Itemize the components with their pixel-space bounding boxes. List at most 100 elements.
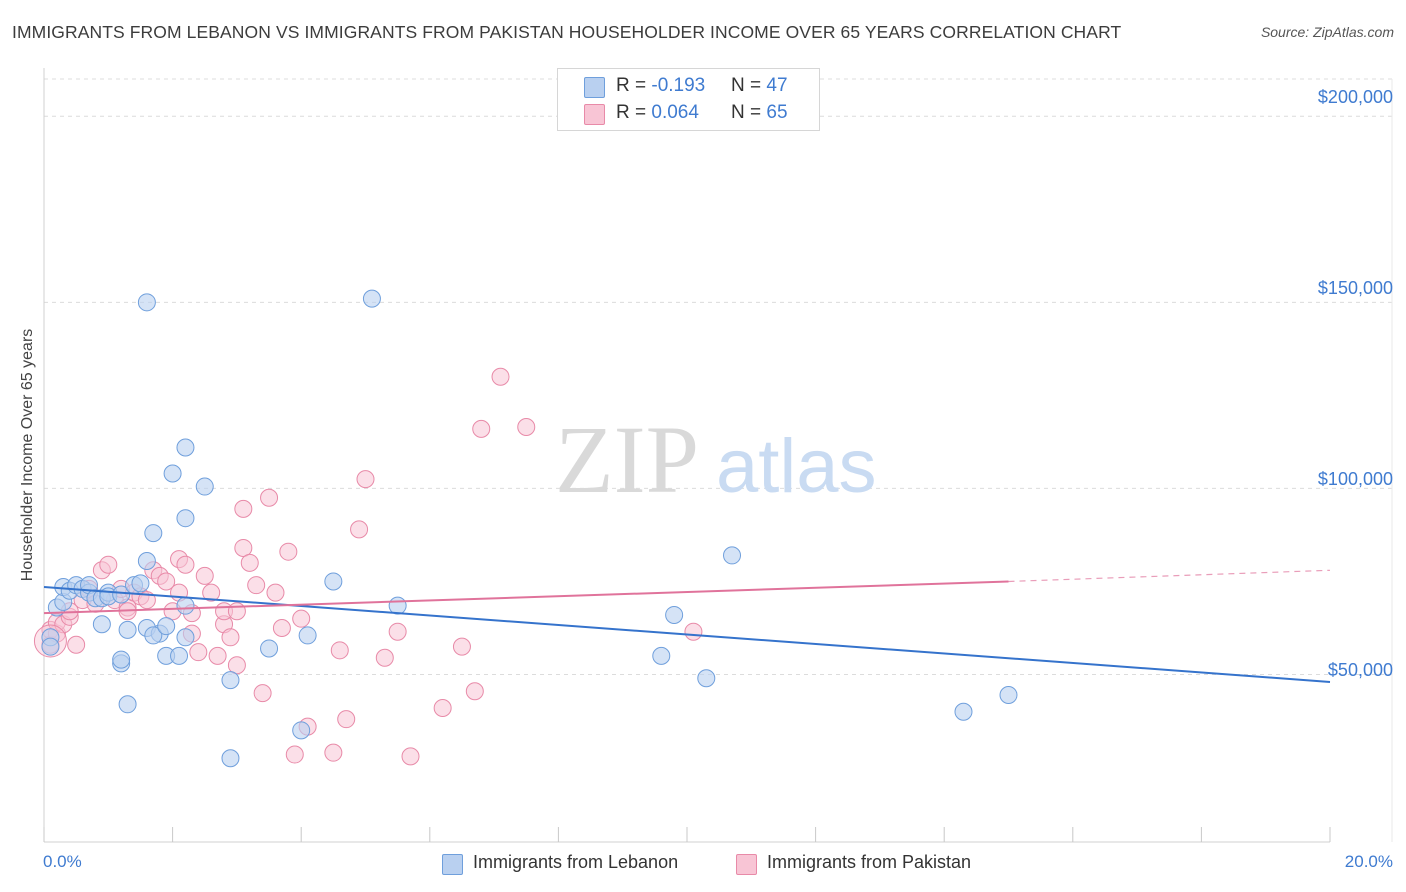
lebanon-point <box>665 605 684 624</box>
x-axis-min-label: 0.0% <box>43 852 82 871</box>
pakistan-swatch <box>584 104 605 125</box>
pakistan-point <box>388 622 407 641</box>
lebanon-point <box>954 702 973 721</box>
lebanon-point <box>195 477 214 496</box>
pakistan-point <box>292 609 311 628</box>
pakistan-point <box>465 682 484 701</box>
y-tick-label: $50,000 <box>1327 660 1393 680</box>
pakistan-point <box>202 583 221 602</box>
pakistan-point <box>350 520 369 539</box>
lebanon-point <box>652 646 671 665</box>
lebanon-trend-line <box>43 586 1331 683</box>
pakistan-point <box>337 710 356 729</box>
lebanon-point <box>144 524 163 543</box>
n-label: N = <box>731 75 767 96</box>
r-value: 0.064 <box>651 102 699 123</box>
lebanon-point <box>41 637 60 656</box>
pakistan-point <box>234 499 253 518</box>
n-value: 65 <box>766 102 788 123</box>
lebanon-point <box>163 464 182 483</box>
watermark-atlas: atlas <box>716 424 877 509</box>
lebanon-point <box>112 650 131 669</box>
lebanon-point <box>999 685 1018 704</box>
lebanon-point <box>176 596 195 615</box>
pakistan-point <box>234 538 253 557</box>
lebanon-point <box>118 620 137 639</box>
pakistan-point <box>227 602 246 621</box>
pakistan-legend-swatch <box>736 854 757 875</box>
pakistan-point <box>266 583 285 602</box>
lebanon-point <box>362 289 381 308</box>
pakistan-point <box>272 618 291 637</box>
pakistan-point <box>684 622 703 641</box>
lebanon-point <box>137 551 156 570</box>
y-tick-label: $200,000 <box>1317 87 1393 107</box>
pakistan-point <box>253 684 272 703</box>
pakistan-point <box>157 572 176 591</box>
axes <box>43 68 1393 843</box>
pakistan-point <box>433 699 452 718</box>
pakistan-point <box>356 470 375 489</box>
pakistan-trend-line <box>43 580 1009 615</box>
lebanon-point <box>144 626 163 645</box>
lebanon-point <box>118 695 137 714</box>
lebanon-point <box>131 574 150 593</box>
pakistan-point <box>330 641 349 660</box>
x-axis-max-label: 20.0% <box>1344 852 1393 871</box>
pakistan-point <box>260 488 279 507</box>
lebanon-swatch <box>584 77 605 98</box>
lebanon-points <box>41 289 1018 768</box>
chart-title: IMMIGRANTS FROM LEBANON VS IMMIGRANTS FR… <box>12 22 1122 42</box>
lebanon-point <box>112 585 131 604</box>
pakistan-trend-extension <box>1008 569 1331 583</box>
lebanon-point <box>92 615 111 634</box>
pakistan-point <box>279 542 298 561</box>
pakistan-point <box>452 637 471 656</box>
correlation-legend: R = -0.193 N = 47 R = 0.064 N = 65 <box>557 68 820 131</box>
r-value: -0.193 <box>651 75 706 96</box>
lebanon-point <box>292 721 311 740</box>
lebanon-point <box>298 626 317 645</box>
pakistan-point <box>208 646 227 665</box>
trend-lines <box>43 569 1331 683</box>
pakistan-point <box>221 628 240 647</box>
lebanon-point <box>176 438 195 457</box>
y-tick-label: $150,000 <box>1317 278 1393 298</box>
pakistan-point <box>189 643 208 662</box>
r-label: R = <box>616 75 652 96</box>
pakistan-point <box>401 747 420 766</box>
pakistan-point <box>240 553 259 572</box>
lebanon-point <box>324 572 343 591</box>
lebanon-point <box>170 646 189 665</box>
lebanon-point <box>176 628 195 647</box>
y-tick-label: $100,000 <box>1317 469 1393 489</box>
pakistan-point <box>227 656 246 675</box>
watermark-zip: ZIP <box>555 406 699 513</box>
watermark: ZIP atlas <box>555 406 877 513</box>
pakistan-point <box>324 743 343 762</box>
lebanon-point <box>260 639 279 658</box>
lebanon-point <box>157 617 176 636</box>
pakistan-point <box>472 419 491 438</box>
n-value: 47 <box>766 75 788 96</box>
source-label: Source: ZipAtlas.com <box>1260 24 1394 40</box>
lebanon-legend-swatch <box>442 854 463 875</box>
pakistan-point <box>99 555 118 574</box>
r-label: R = <box>616 102 652 123</box>
lebanon-legend-label: Immigrants from Lebanon <box>473 852 679 872</box>
lebanon-point <box>388 596 407 615</box>
lebanon-point <box>723 546 742 565</box>
lebanon-point <box>221 749 240 768</box>
pakistan-point <box>285 745 304 764</box>
pakistan-point <box>195 566 214 585</box>
pakistan-point <box>375 648 394 667</box>
lebanon-point <box>176 509 195 528</box>
pakistan-point <box>491 367 510 386</box>
pakistan-point <box>247 576 266 595</box>
pakistan-point <box>517 418 536 437</box>
pakistan-legend-label: Immigrants from Pakistan <box>767 852 972 872</box>
gridlines <box>44 78 1395 676</box>
lebanon-point <box>697 669 716 688</box>
pakistan-point <box>67 635 86 654</box>
